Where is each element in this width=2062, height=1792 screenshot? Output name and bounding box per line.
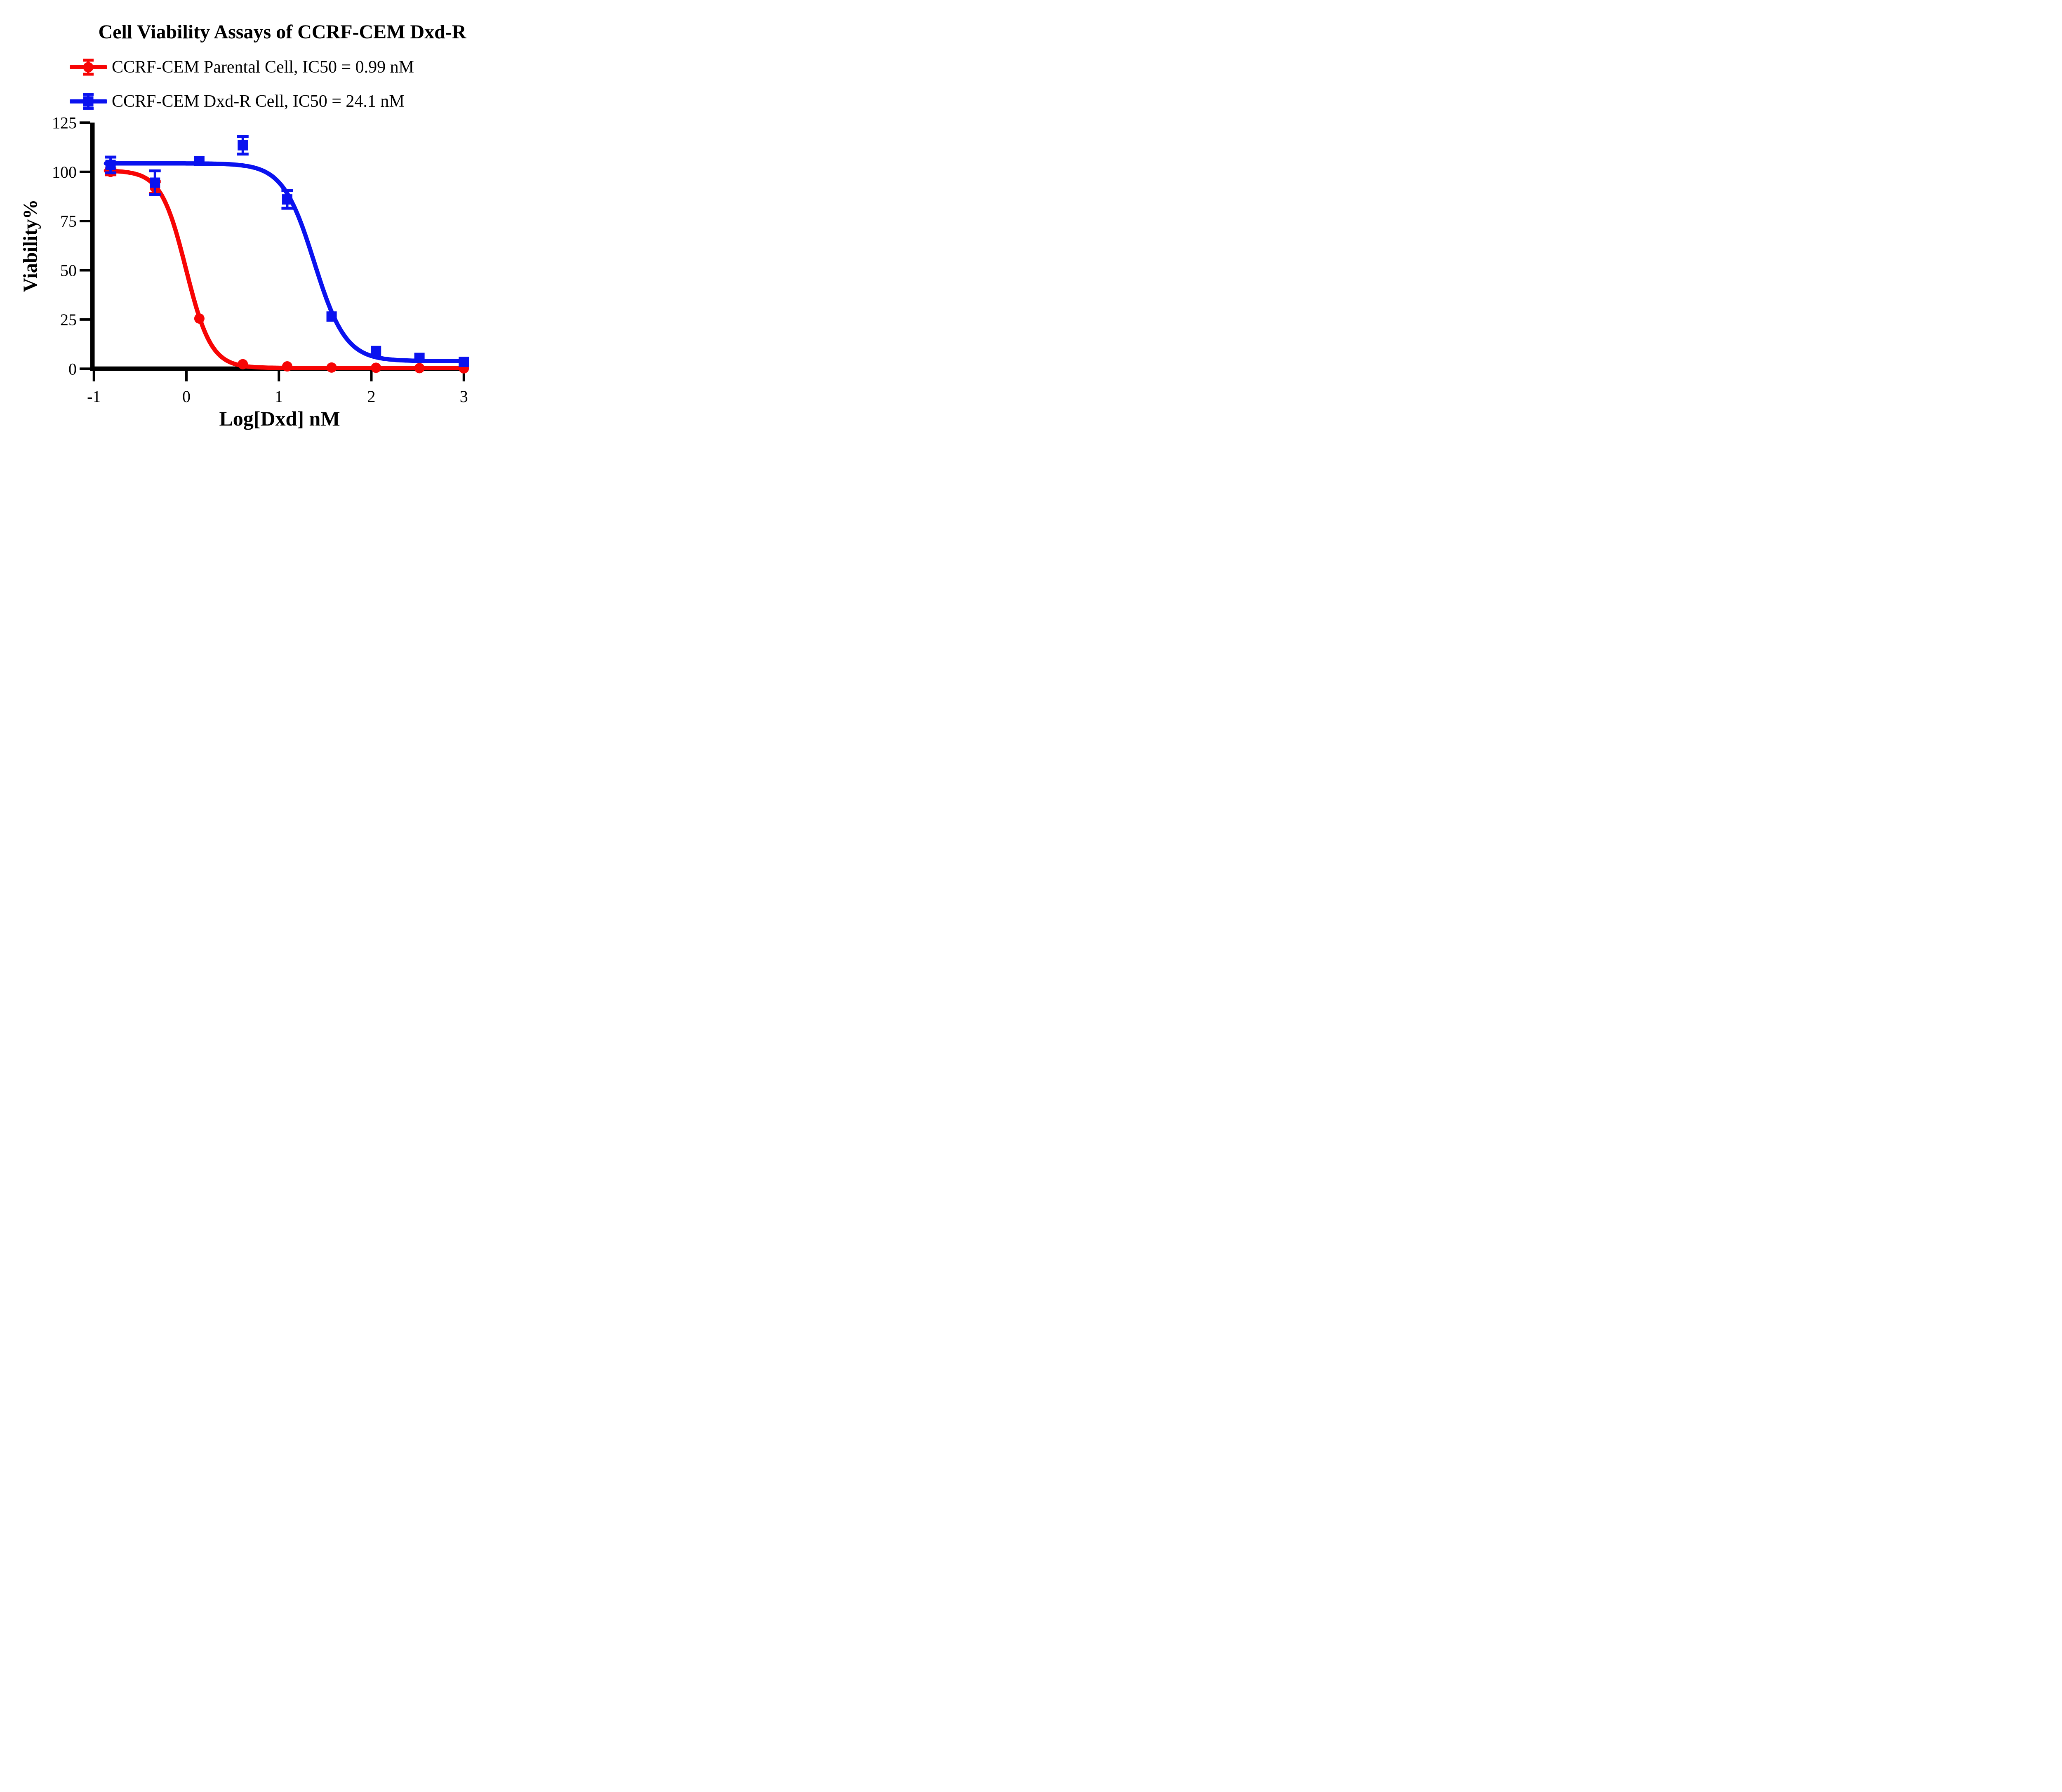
series-1-square-marker [326,311,337,322]
series-1-square-marker [371,346,381,356]
series-1-square-marker [194,155,205,166]
plot-area: 0 25 50 75 100 125 -1 0 1 2 3 Viability% Log[Dxd] nM [19,113,469,430]
legend-label-parental: CCRF-CEM Parental Cell, IC50 = 0.99 nM [112,58,414,77]
legend-label-dxdr: CCRF-CEM Dxd-R Cell, IC50 = 24.1 nM [112,92,405,111]
red-circle-line-symbol [70,59,107,76]
figure: Cell Viability Assays of CCRF-CEM Dxd-R … [0,0,517,448]
series-1-square-marker [282,194,292,205]
legend-square-marker [83,96,94,107]
y-tick-label: 100 [52,163,77,181]
y-tick-label: 0 [68,360,77,378]
x-tick-label: 2 [367,387,376,406]
y-axis-title: Viability% [19,200,41,292]
series-1-square-marker [238,140,248,151]
y-tick-label: 50 [60,261,77,280]
y-tick-label: 125 [52,113,77,132]
series-0-circle-marker [371,362,381,373]
legend-item-parental: CCRF-CEM Parental Cell, IC50 = 0.99 nM [70,55,414,80]
series-1-square-marker [459,357,469,367]
series-0-circle-marker [238,359,248,369]
blue-square-line-symbol [70,93,107,110]
series-0-circle-marker [326,362,337,373]
legend-item-dxdr: CCRF-CEM Dxd-R Cell, IC50 = 24.1 nM [70,89,405,114]
x-tick-label: 1 [275,387,283,406]
x-axis-title: Log[Dxd] nM [219,407,340,430]
x-tick-label: 0 [182,387,191,406]
series-0-circle-marker [282,361,292,372]
x-tick-label: -1 [87,387,101,406]
x-tick-label: 3 [460,387,468,406]
legend-circle-marker [83,62,94,73]
series-1-square-marker [150,177,160,188]
series-0-circle-marker [414,363,425,374]
y-tick-label: 25 [60,310,77,329]
series-1-square-marker [105,160,116,170]
y-tick-label: 75 [60,212,77,230]
series-0-circle-marker [194,313,205,324]
series-1-square-marker [414,353,425,363]
chart-title: Cell Viability Assays of CCRF-CEM Dxd-R [98,21,466,43]
